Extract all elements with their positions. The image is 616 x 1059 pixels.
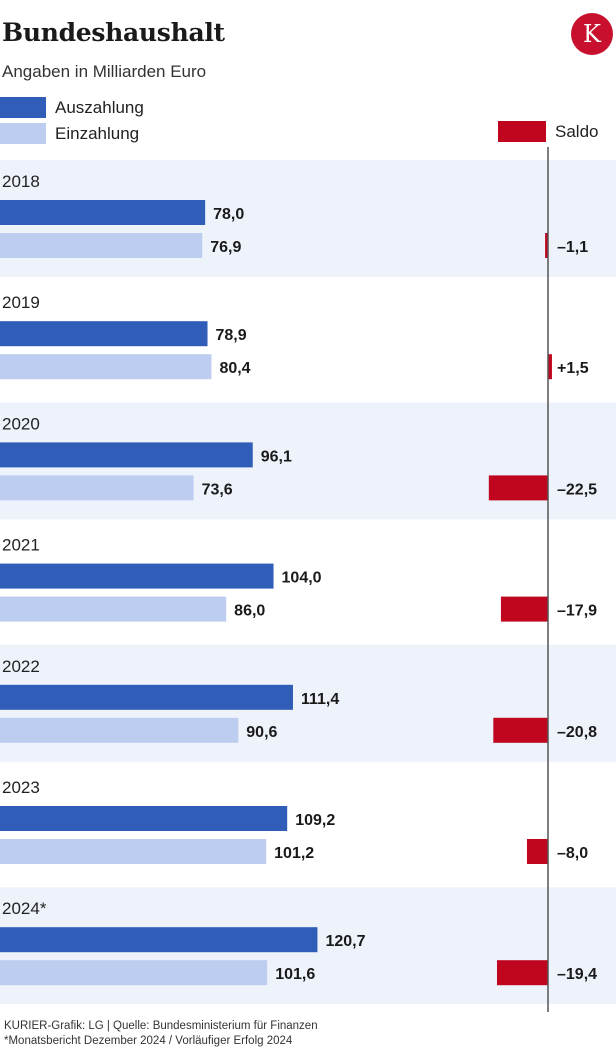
bar-auszahlung xyxy=(0,806,288,831)
bar-auszahlung xyxy=(0,321,208,347)
bar-auszahlung xyxy=(0,927,318,953)
value-label-auszahlung: 96,1 xyxy=(261,448,292,465)
bar-saldo xyxy=(500,596,548,622)
year-label: 2018 xyxy=(2,172,40,191)
value-label-saldo: –8,0 xyxy=(557,845,588,862)
bar-chart: 2018 78,0 76,9 –1,1 2019 78,9 80,4 +1,5 2020 96,1… xyxy=(0,147,616,1012)
bar-auszahlung xyxy=(0,442,253,468)
bar-saldo xyxy=(488,475,548,501)
value-label-einzahlung: 101,2 xyxy=(274,845,314,862)
bar-auszahlung xyxy=(0,200,206,225)
value-label-auszahlung: 109,2 xyxy=(295,812,335,829)
bar-auszahlung xyxy=(0,684,293,710)
legend-item-einzahlung: Einzahlung xyxy=(0,123,139,144)
value-label-einzahlung: 80,4 xyxy=(219,360,250,377)
kurier-logo: K xyxy=(571,13,613,55)
chart-title: Bundeshaushalt xyxy=(2,18,225,47)
value-label-einzahlung: 86,0 xyxy=(234,603,265,620)
value-label-auszahlung: 111,4 xyxy=(301,691,339,708)
bar-einzahlung xyxy=(0,596,227,622)
bar-einzahlung xyxy=(0,960,268,986)
bar-saldo xyxy=(548,354,552,380)
value-label-saldo: –20,8 xyxy=(557,724,597,741)
legend-item-auszahlung: Auszahlung xyxy=(0,97,144,118)
legend-swatch-auszahlung xyxy=(0,97,46,118)
source-note: KURIER-Grafik: LG | Quelle: Bundesminist… xyxy=(4,1020,318,1032)
bar-saldo xyxy=(493,717,548,743)
value-label-einzahlung: 76,9 xyxy=(210,239,241,256)
bar-einzahlung xyxy=(0,717,239,743)
bar-auszahlung xyxy=(0,563,274,589)
value-label-auszahlung: 104,0 xyxy=(282,570,322,587)
value-label-saldo: +1,5 xyxy=(557,360,589,377)
bar-einzahlung xyxy=(0,839,267,864)
value-label-auszahlung: 78,9 xyxy=(216,327,247,344)
value-label-auszahlung: 78,0 xyxy=(213,206,244,223)
year-label: 2023 xyxy=(2,778,40,797)
bar-saldo xyxy=(526,839,548,864)
year-label: 2020 xyxy=(2,414,40,433)
value-label-saldo: –22,5 xyxy=(557,481,597,498)
year-label: 2021 xyxy=(2,536,40,555)
value-label-saldo: –19,4 xyxy=(557,966,597,983)
value-label-saldo: –17,9 xyxy=(557,603,597,620)
legend-item-saldo: Saldo xyxy=(498,121,598,142)
year-label: 2022 xyxy=(2,657,40,676)
legend-swatch-einzahlung xyxy=(0,123,46,144)
value-label-einzahlung: 73,6 xyxy=(202,481,233,498)
legend-label-auszahlung: Auszahlung xyxy=(55,97,144,117)
legend-label-einzahlung: Einzahlung xyxy=(55,123,140,143)
bar-saldo xyxy=(545,233,548,258)
legend-swatch-saldo xyxy=(498,121,546,142)
bar-einzahlung xyxy=(0,475,194,501)
value-label-einzahlung: 101,6 xyxy=(275,966,315,983)
bar-einzahlung xyxy=(0,354,212,380)
year-label: 2019 xyxy=(2,293,40,312)
value-label-saldo: –1,1 xyxy=(557,239,588,256)
value-label-auszahlung: 120,7 xyxy=(325,933,365,950)
bar-saldo xyxy=(496,960,548,986)
chart-subtitle: Angaben in Milliarden Euro xyxy=(2,62,207,81)
year-label: 2024* xyxy=(2,899,47,918)
legend-label-saldo: Saldo xyxy=(555,121,599,141)
value-label-einzahlung: 90,6 xyxy=(246,724,277,741)
bar-einzahlung xyxy=(0,233,203,258)
footnote: *Monatsbericht Dezember 2024 / Vorläufig… xyxy=(4,1035,293,1047)
